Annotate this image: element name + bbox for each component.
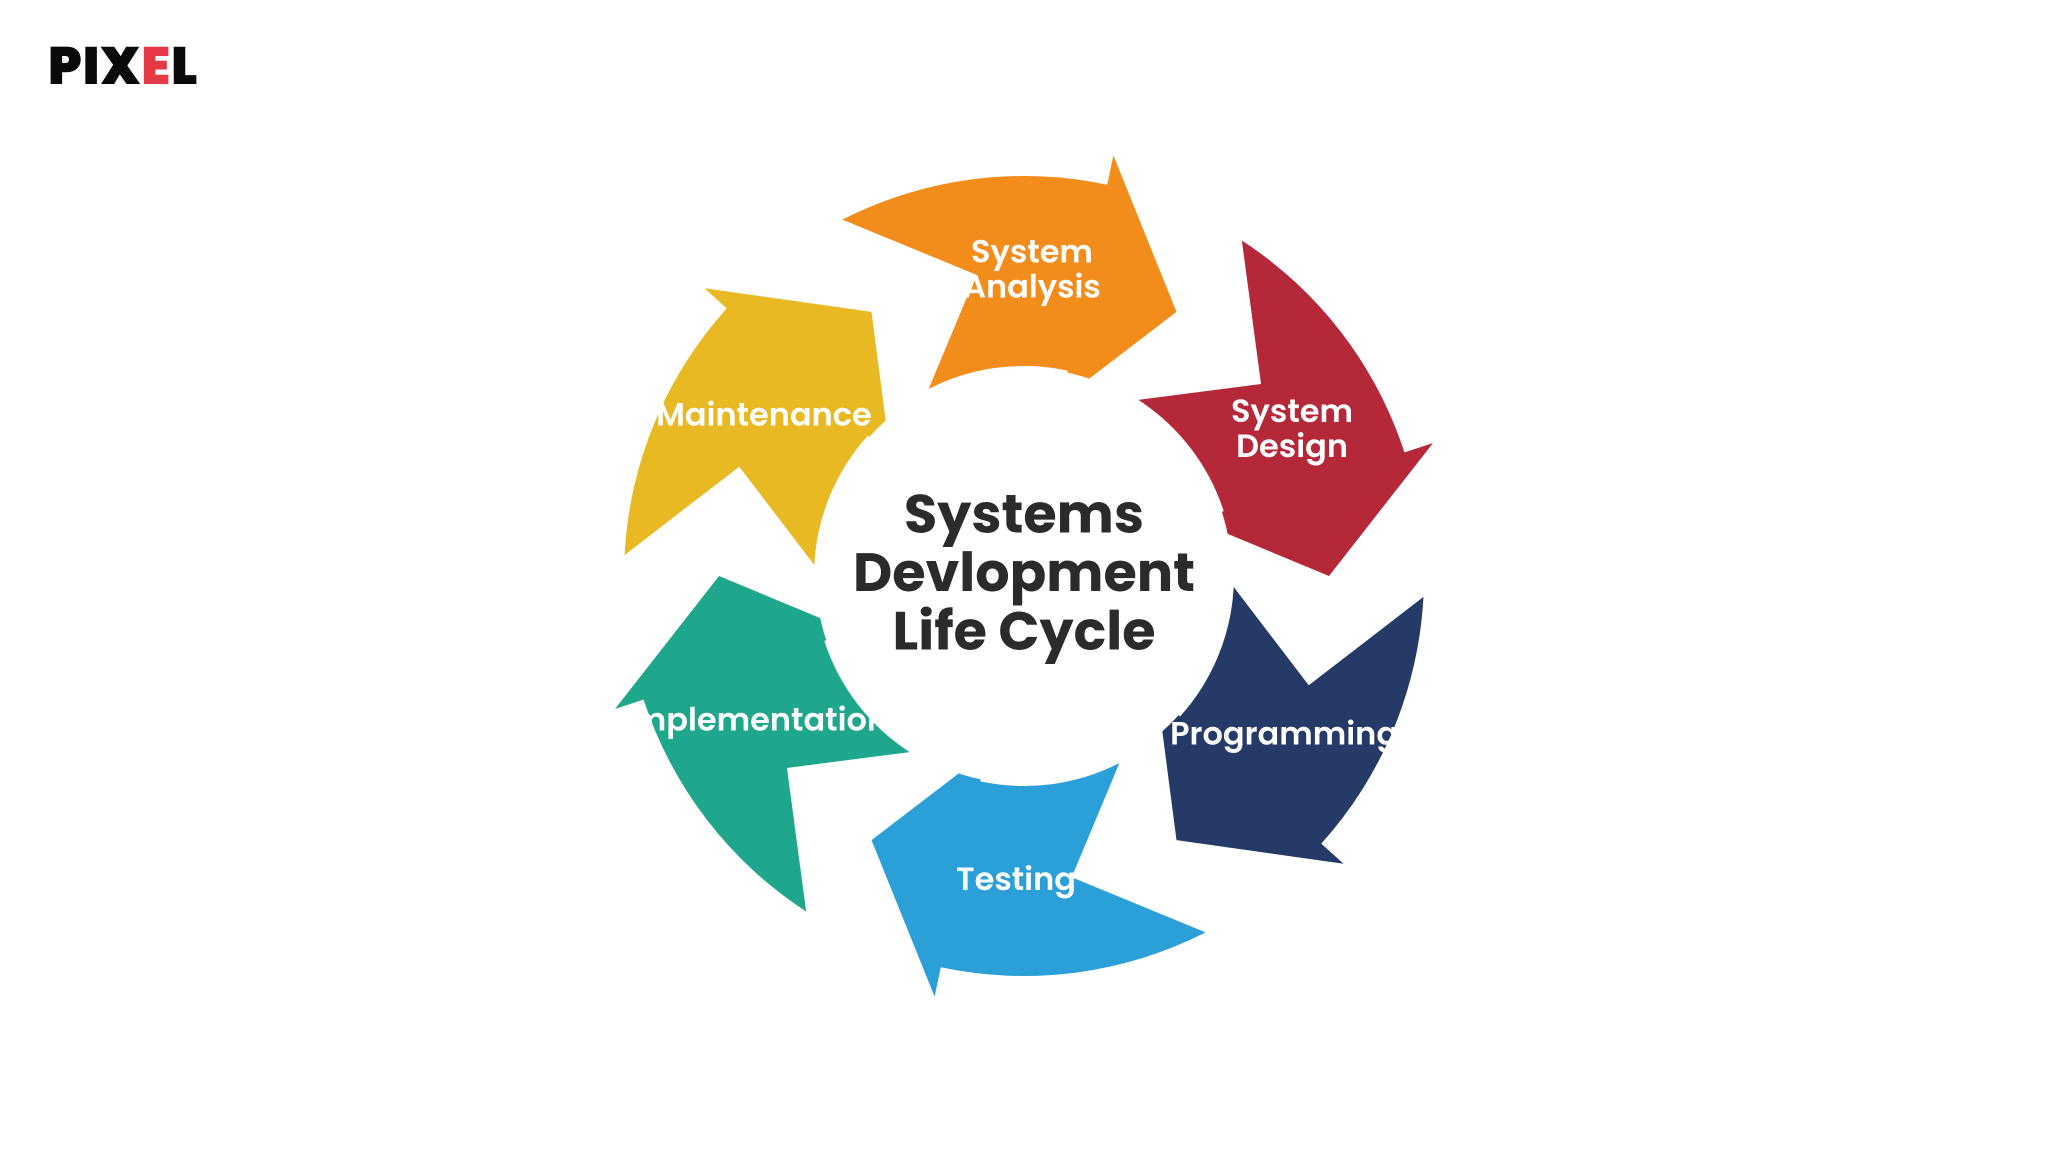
cycle-segment-label-0: Maintenance: [656, 392, 872, 437]
logo-text-accent: E: [141, 30, 171, 103]
center-title: SystemsDevlopmentLife Cycle: [853, 476, 1195, 669]
sdlc-cycle-diagram: Maintenance SystemAnalysis SystemDesign Pro…: [584, 136, 1464, 1016]
logo-text-post: L: [171, 30, 198, 103]
cycle-segment-label-3: Programming: [1170, 711, 1398, 756]
cycle-svg: Maintenance SystemAnalysis SystemDesign Pro…: [584, 136, 1464, 1016]
cycle-segment-label-4: Testing: [956, 857, 1076, 902]
pixel-logo: PIXEL: [48, 28, 198, 106]
cycle-segment-label-2: SystemDesign: [1231, 389, 1353, 469]
cycle-segment-label-5: Implementation: [624, 697, 888, 742]
logo-text-pre: PIX: [48, 30, 141, 103]
cycle-segment-label-1: SystemAnalysis: [963, 229, 1101, 309]
